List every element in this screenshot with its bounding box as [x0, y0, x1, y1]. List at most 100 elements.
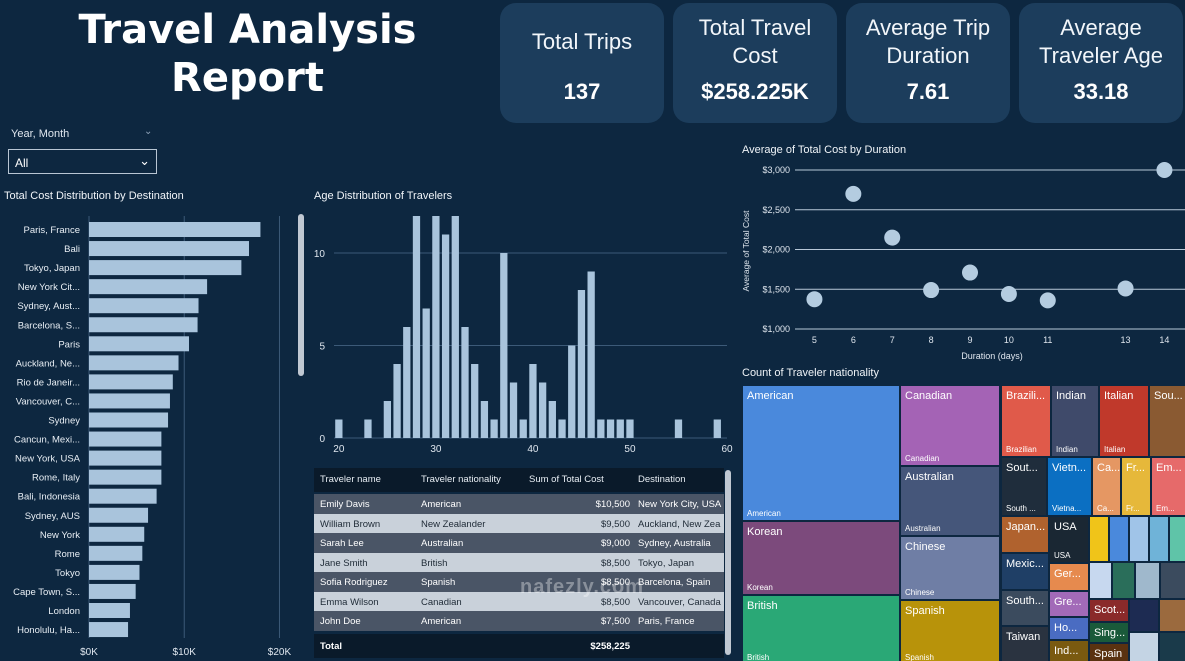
treemap-cell[interactable]: British British	[742, 595, 900, 661]
treemap-cell[interactable]: Ger...	[1049, 563, 1089, 591]
treemap-cell[interactable]: Ho...	[1049, 617, 1089, 640]
bar[interactable]	[89, 412, 169, 428]
histogram-bar[interactable]	[674, 419, 683, 439]
scatter-point[interactable]	[1156, 162, 1173, 178]
cost-by-duration-scatter[interactable]: $1,000 $1,500 $2,000 $2,500 $3,000 5 6 7 8 9 10 11 1…	[735, 158, 1185, 368]
scatter-point[interactable]	[1000, 286, 1017, 303]
histogram-bar[interactable]	[412, 216, 421, 438]
histogram-bar[interactable]	[509, 382, 518, 439]
histogram-bar[interactable]	[519, 419, 527, 439]
bar[interactable]	[89, 564, 140, 580]
scatter-point[interactable]	[923, 282, 940, 299]
table-row[interactable]: Sofia Rodriguez Spanish $8,500 Barcelona, S…	[314, 572, 724, 592]
treemap-cell[interactable]: American American	[742, 385, 900, 521]
bar[interactable]	[89, 393, 170, 409]
treemap-cell[interactable]	[1089, 562, 1112, 599]
treemap-cell[interactable]: Spanish Spanish	[900, 600, 1000, 661]
treemap-cell[interactable]: Sout... South ...	[1001, 457, 1047, 516]
treemap-cell[interactable]: USA USA	[1049, 516, 1089, 563]
table-row[interactable]: William Brown New Zealander $9,500 Auckland…	[314, 513, 724, 533]
bar[interactable]	[89, 450, 162, 466]
year-month-slicer-dropdown[interactable]: All ⌄	[8, 149, 157, 174]
chevron-down-icon[interactable]: ⌄	[144, 126, 153, 137]
treemap-cell[interactable]: Scot...	[1089, 599, 1129, 622]
nationality-treemap[interactable]: American American Canadian Canadian Australi…	[742, 385, 1185, 661]
bar[interactable]	[89, 317, 198, 333]
column-header[interactable]: Traveler name	[320, 474, 381, 485]
histogram-bar[interactable]	[606, 419, 615, 439]
bar[interactable]	[89, 469, 162, 485]
bar[interactable]	[89, 374, 173, 390]
scatter-point[interactable]	[962, 264, 978, 281]
treemap-cell[interactable]	[1112, 562, 1135, 599]
bar[interactable]	[89, 583, 136, 599]
kpi-card-total-trips[interactable]: Total Trips 137	[500, 3, 664, 123]
bar[interactable]	[89, 526, 145, 542]
table-row[interactable]: Emily Davis American $10,500 New York City,…	[314, 494, 724, 514]
bar[interactable]	[89, 603, 130, 618]
treemap-cell[interactable]: Chinese Chinese	[900, 536, 1000, 600]
treemap-cell[interactable]	[1129, 599, 1159, 632]
bar[interactable]	[89, 545, 143, 561]
treemap-cell[interactable]: Mexic...	[1001, 553, 1049, 590]
histogram-bar[interactable]	[568, 345, 576, 439]
histogram-bar[interactable]	[616, 419, 624, 439]
bar-chart-scrollbar[interactable]	[298, 214, 304, 376]
treemap-cell[interactable]: Korean Korean	[742, 521, 900, 595]
histogram-bar[interactable]	[335, 419, 343, 439]
bar[interactable]	[89, 260, 242, 276]
histogram-bar[interactable]	[529, 364, 537, 438]
treemap-cell[interactable]: Indian Indian	[1051, 385, 1099, 457]
destination-cost-bar-chart[interactable]: $0K $10K $20K Paris, France Bali Tokyo, Japan…	[0, 210, 305, 661]
treemap-cell[interactable]	[1159, 632, 1185, 661]
bar[interactable]	[89, 241, 249, 257]
table-scrollbar[interactable]	[725, 470, 731, 655]
kpi-card-average-trip-duration[interactable]: Average Trip Duration 7.61	[846, 3, 1010, 123]
histogram-bar[interactable]	[577, 290, 586, 438]
treemap-cell[interactable]	[1129, 632, 1159, 661]
treemap-cell[interactable]: Japan...	[1001, 516, 1049, 553]
treemap-cell[interactable]	[1169, 516, 1185, 562]
treemap-cell[interactable]: Fr... Fr...	[1121, 457, 1151, 516]
treemap-cell[interactable]: Sou...	[1149, 385, 1185, 457]
column-header[interactable]: Destination	[638, 474, 686, 485]
treemap-cell[interactable]: Brazili... Brazilian	[1001, 385, 1051, 457]
treemap-cell[interactable]	[1135, 562, 1160, 599]
bar[interactable]	[89, 622, 129, 638]
bar[interactable]	[89, 507, 149, 523]
treemap-cell[interactable]: Gre...	[1049, 591, 1089, 617]
treemap-cell[interactable]: Ind...	[1049, 640, 1089, 661]
table-row[interactable]: Sarah Lee Australian $9,000 Sydney, Austral…	[314, 533, 724, 553]
treemap-cell[interactable]: Sing...	[1089, 622, 1129, 643]
histogram-bar[interactable]	[471, 364, 479, 438]
bar[interactable]	[89, 222, 261, 237]
treemap-cell[interactable]	[1149, 516, 1169, 562]
treemap-cell[interactable]	[1129, 516, 1149, 562]
histogram-bar[interactable]	[403, 327, 411, 438]
histogram-bar[interactable]	[422, 308, 430, 439]
table-row[interactable]: Jane Smith British $8,500 Tokyo, Japan	[314, 552, 724, 572]
histogram-bar[interactable]	[490, 419, 498, 439]
column-header[interactable]: Sum of Total Cost	[529, 474, 604, 485]
histogram-bar[interactable]	[500, 253, 508, 438]
treemap-cell[interactable]: Italian Italian	[1099, 385, 1149, 457]
histogram-bar[interactable]	[548, 401, 556, 438]
histogram-bar[interactable]	[393, 364, 401, 438]
treemap-cell[interactable]: Em... Em...	[1151, 457, 1185, 516]
bar[interactable]	[89, 488, 157, 504]
scatter-point[interactable]	[1039, 292, 1056, 309]
bar[interactable]	[89, 355, 179, 371]
treemap-cell[interactable]: Vietn... Vietna...	[1047, 457, 1092, 516]
treemap-cell[interactable]	[1109, 516, 1129, 562]
table-row[interactable]: John Doe American $7,500 Paris, France	[314, 611, 724, 631]
treemap-cell[interactable]: Taiwan	[1001, 626, 1049, 661]
treemap-cell[interactable]	[1159, 599, 1185, 632]
histogram-bar[interactable]	[587, 271, 595, 439]
bar[interactable]	[89, 431, 162, 447]
age-histogram[interactable]: 0 5 10 20 30 40 50 60	[305, 210, 735, 460]
kpi-card-average-traveler-age[interactable]: Average Traveler Age 33.18	[1019, 3, 1183, 123]
treemap-cell[interactable]: Ca... Ca...	[1092, 457, 1121, 516]
treemap-cell[interactable]	[1089, 516, 1109, 562]
bar[interactable]	[89, 336, 189, 352]
treemap-cell[interactable]: South...	[1001, 590, 1049, 626]
